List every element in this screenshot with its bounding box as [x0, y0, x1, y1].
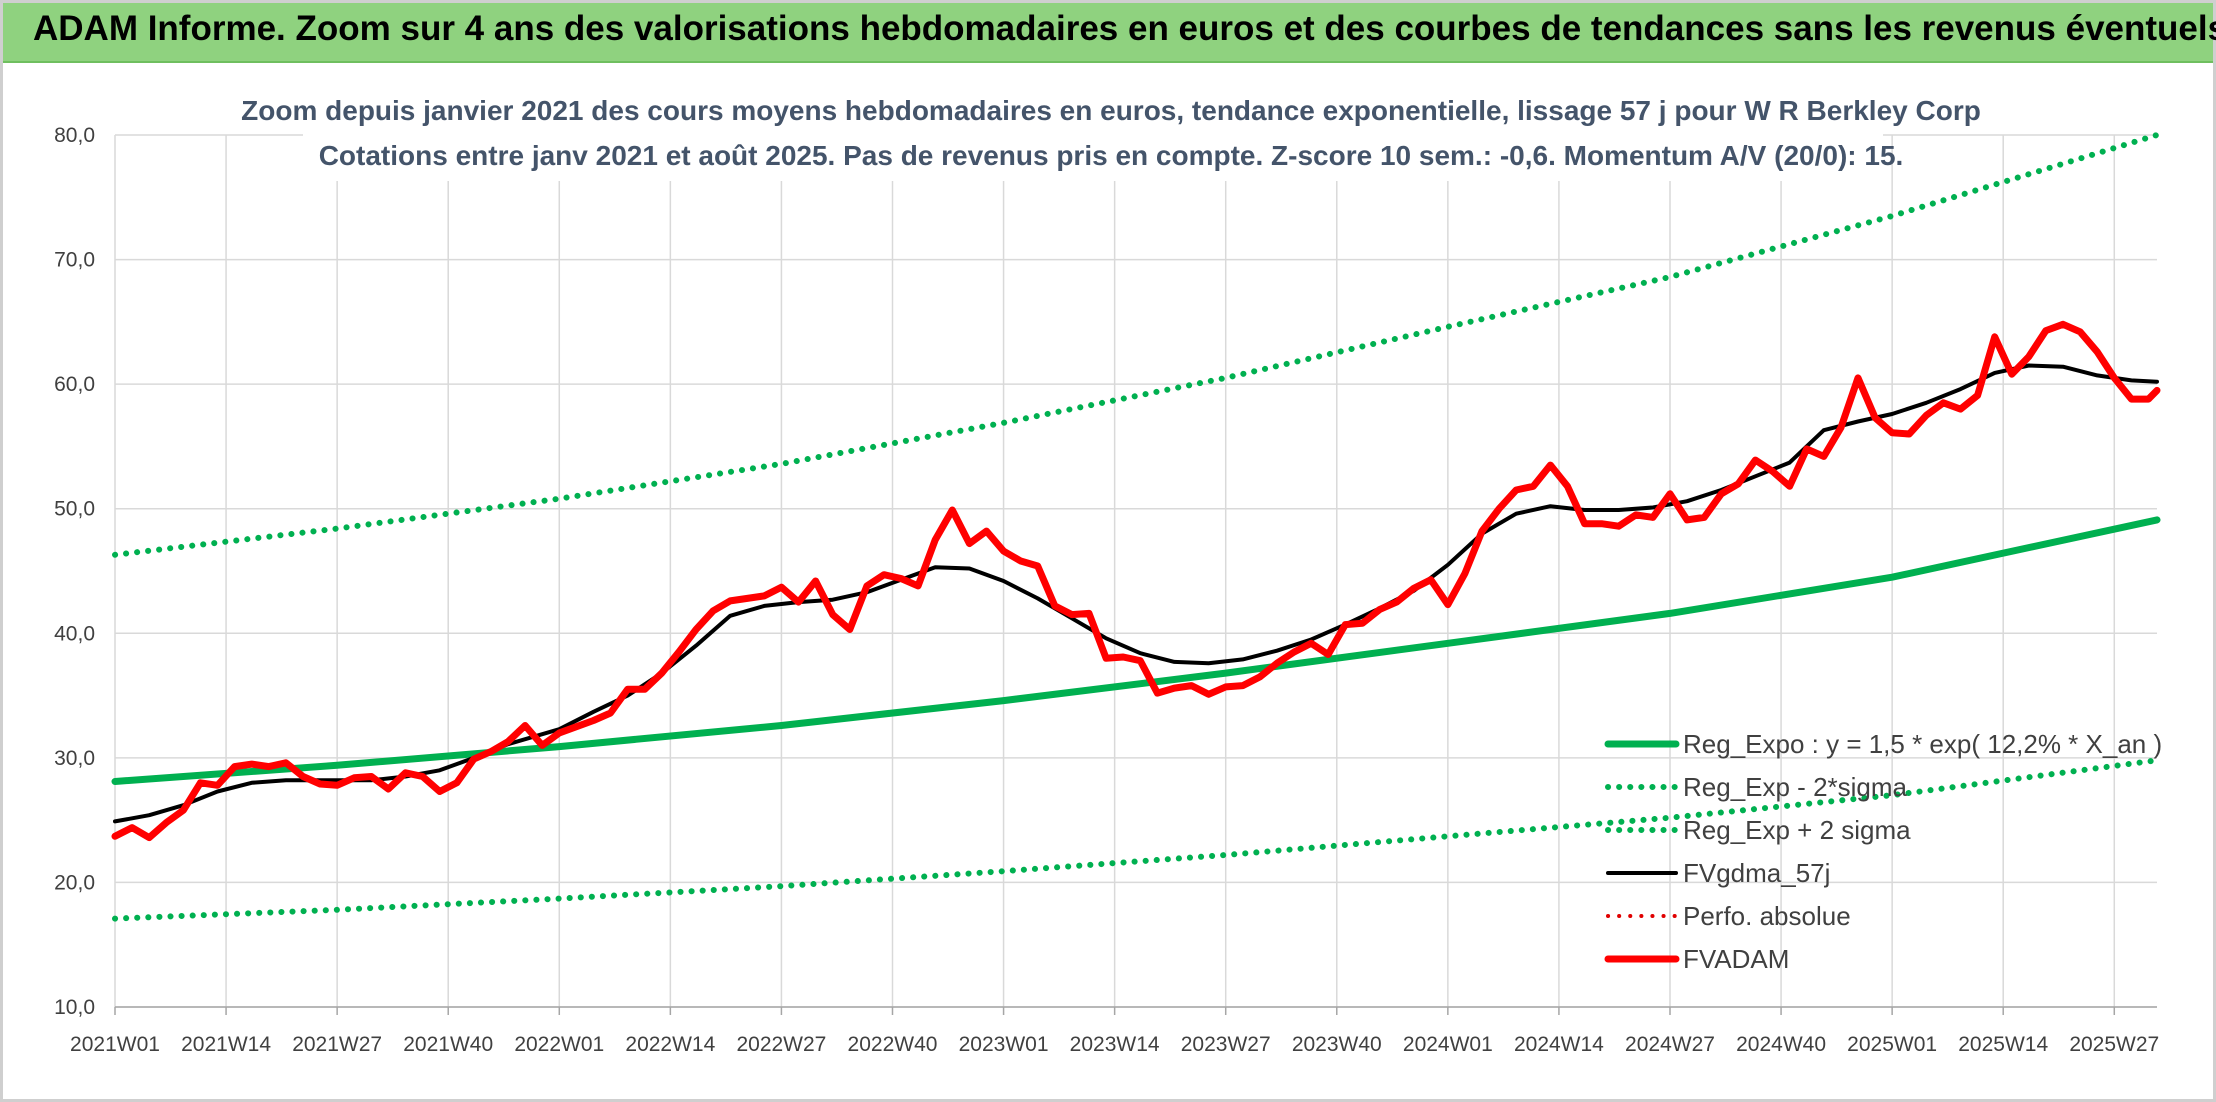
series-line-0 [111, 516, 2161, 785]
series-line-5 [111, 320, 2161, 842]
x-tick-label: 2023W14 [1070, 1033, 1160, 1056]
x-tick-label: 2023W01 [959, 1033, 1049, 1056]
series-group [111, 132, 2161, 922]
y-tick-label: 40,0 [54, 622, 95, 645]
chart-title-line-1: Zoom depuis janvier 2021 des cours moyen… [241, 95, 1981, 126]
series-line-2 [112, 132, 2160, 558]
legend-label: Reg_Exp + 2 sigma [1683, 815, 1911, 845]
x-tick-label: 2024W40 [1736, 1033, 1826, 1056]
y-tick-label: 50,0 [54, 498, 95, 521]
report-banner: ADAM Informe. Zoom sur 4 ans des valoris… [3, 3, 2216, 63]
x-tick-label: 2022W14 [625, 1033, 715, 1056]
x-tick-label: 2021W01 [70, 1033, 160, 1056]
x-tick-label: 2024W27 [1625, 1033, 1715, 1056]
x-tick-label: 2025W01 [1847, 1033, 1937, 1056]
x-tick-label: 2024W14 [1514, 1033, 1604, 1056]
chart-title-line-2: Cotations entre janv 2021 et août 2025. … [319, 140, 1904, 171]
x-tick-label: 2025W27 [2069, 1033, 2159, 1056]
y-tick-label: 60,0 [54, 373, 95, 396]
series-line-3 [113, 363, 2159, 824]
y-axis: 10,0 20,0 30,0 40,0 50,0 60,0 70,0 80,0 [54, 124, 95, 1019]
legend-label: Perfo. absolue [1683, 901, 1851, 931]
y-tick-label: 80,0 [54, 124, 95, 147]
x-tick-label: 2022W27 [736, 1033, 826, 1056]
x-tick-label: 2023W27 [1181, 1033, 1271, 1056]
x-tick-label: 2021W40 [403, 1033, 493, 1056]
report-title: ADAM Informe. Zoom sur 4 ans des valoris… [33, 9, 2216, 48]
x-tick-label: 2022W01 [514, 1033, 604, 1056]
legend: Reg_Expo : y = 1,5 * exp( 12,2% * X_an )… [1604, 729, 2162, 974]
series-line-1 [112, 757, 2160, 922]
x-tick-label: 2022W40 [848, 1033, 938, 1056]
y-tick-label: 20,0 [54, 871, 95, 894]
legend-label: Reg_Exp - 2*sigma [1683, 772, 1908, 802]
x-axis: 2021W01 2021W14 2021W27 2021W40 2022W01 2022W… [70, 1033, 2159, 1056]
line-chart: 10,0 20,0 30,0 40,0 50,0 60,0 70,0 80,0 2021W01… [54, 85, 2162, 1056]
legend-label: FVADAM [1683, 944, 1789, 974]
x-tick-label: 2025W14 [1958, 1033, 2048, 1056]
x-tick-label: 2024W01 [1403, 1033, 1493, 1056]
legend-label: Reg_Expo : y = 1,5 * exp( 12,2% * X_an ) [1683, 729, 2162, 759]
x-tick-label: 2021W27 [292, 1033, 382, 1056]
x-tick-label: 2021W14 [181, 1033, 271, 1056]
grid [114, 134, 2157, 1015]
legend-label: FVgdma_57j [1683, 858, 1830, 888]
y-tick-label: 70,0 [54, 249, 95, 272]
x-tick-label: 2023W40 [1292, 1033, 1382, 1056]
y-tick-label: 30,0 [54, 747, 95, 770]
title-background [303, 85, 1883, 181]
y-tick-label: 10,0 [54, 996, 95, 1019]
